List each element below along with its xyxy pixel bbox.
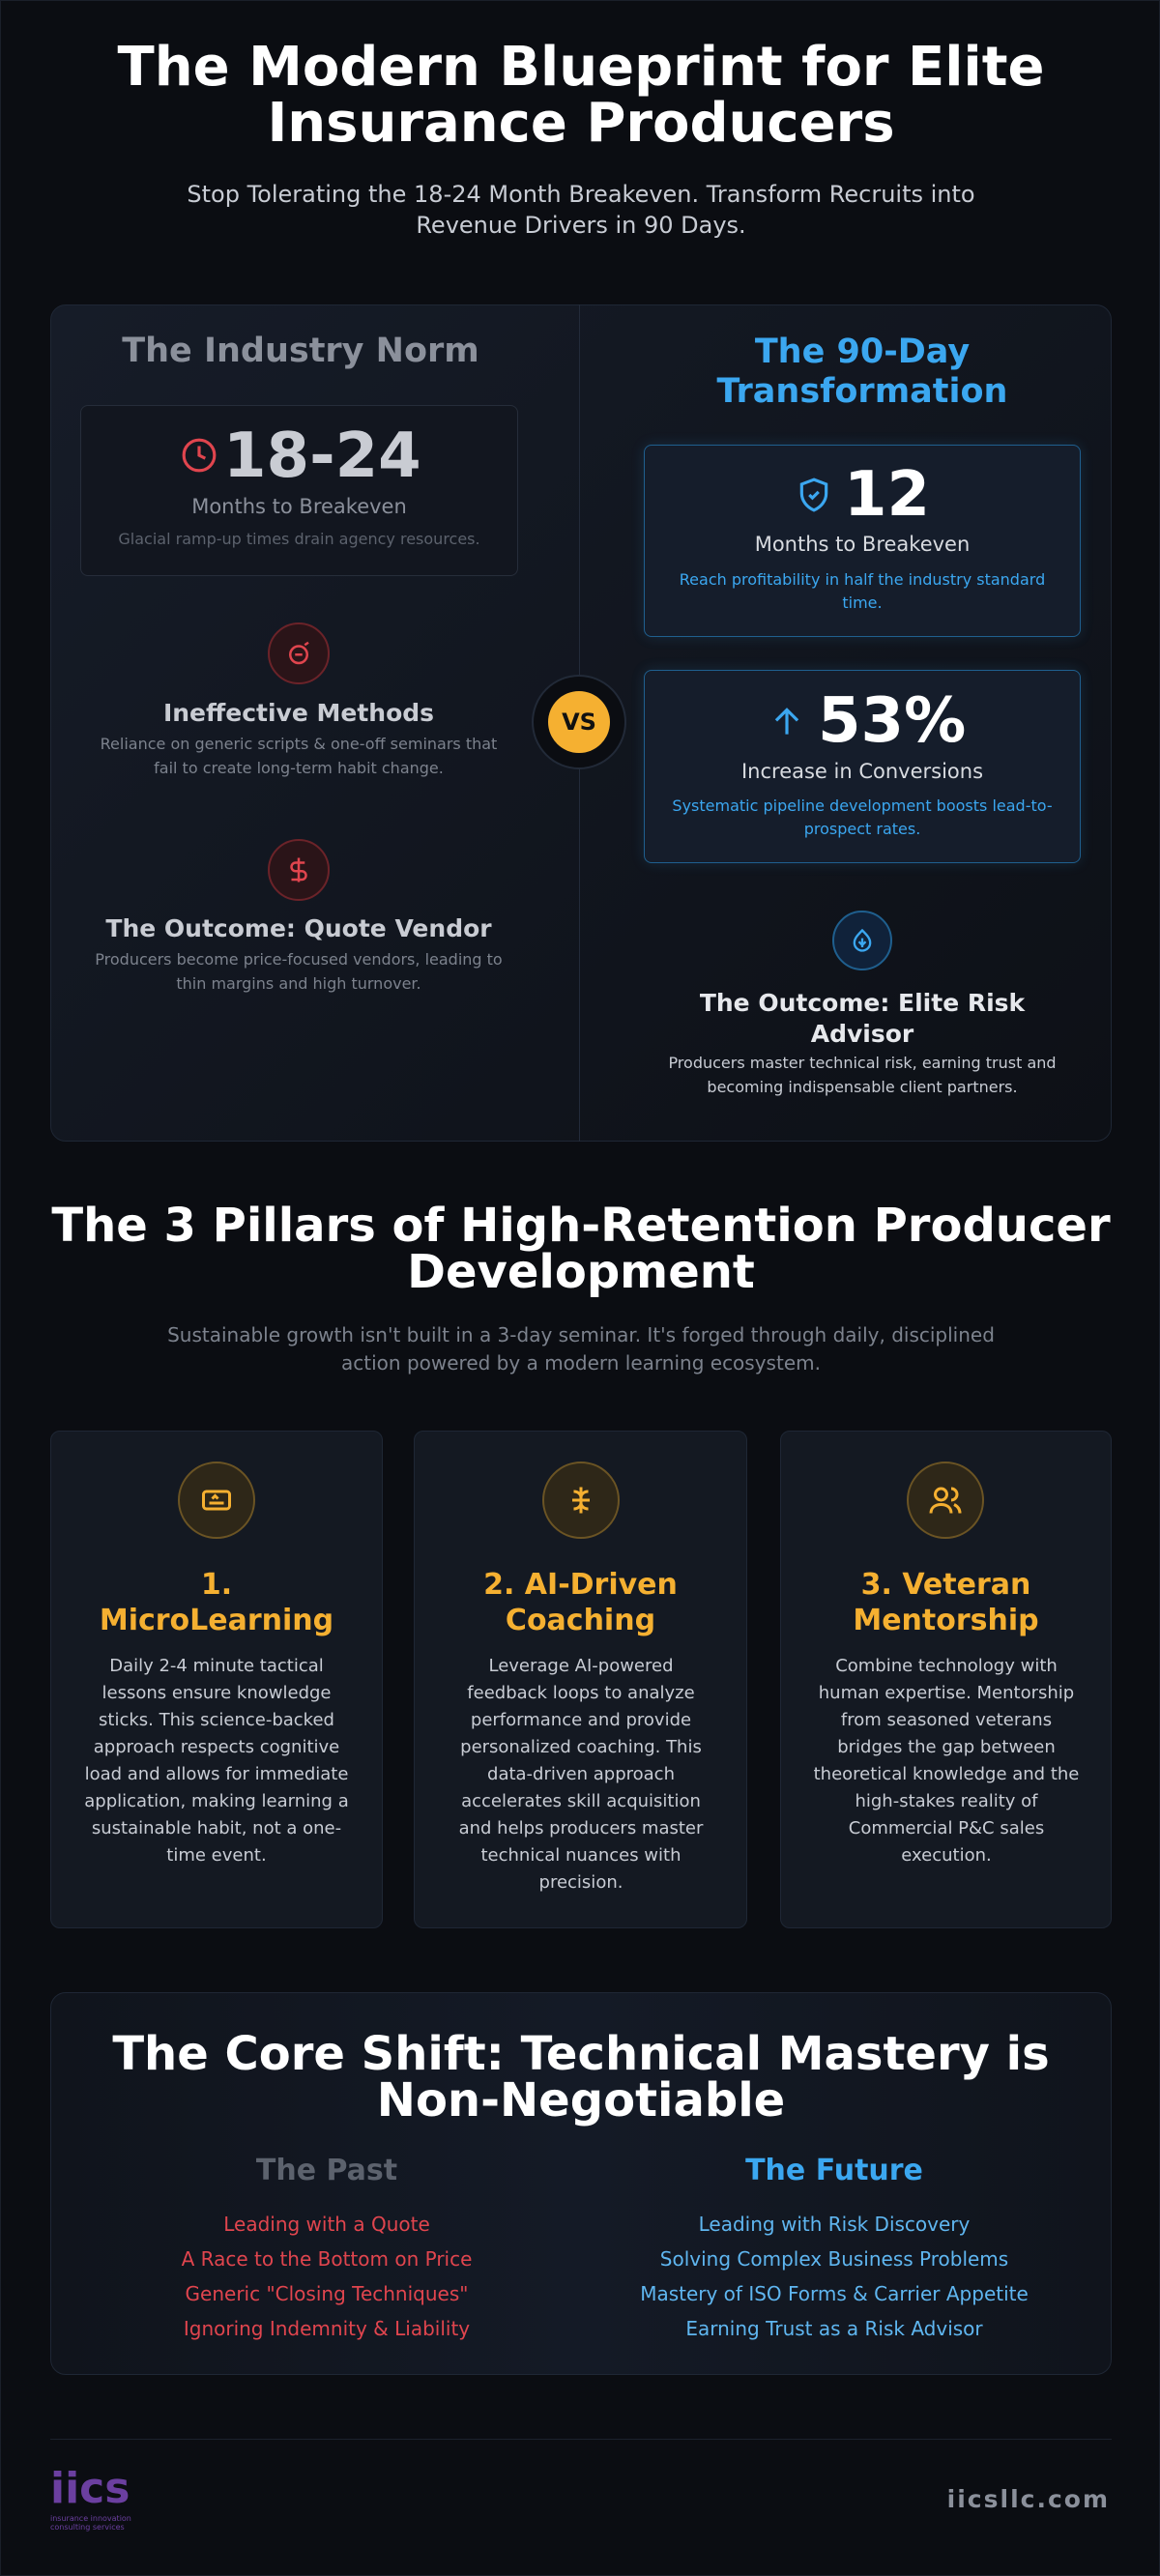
core-shift-title: The Core Shift: Technical Mastery is Non… — [112, 2027, 1050, 2127]
icon — [542, 1462, 620, 1539]
arrow-icon — [774, 708, 799, 735]
future-item: Solving Complex Business Problems — [659, 2247, 1009, 2271]
stat-label: Months to Breakeven — [191, 495, 407, 518]
future-heading: The Future — [745, 2154, 923, 2187]
clock-icon — [182, 438, 217, 473]
pillar-title: 3. Veteran Mentorship — [853, 1568, 1039, 1637]
subtitle: Stop Tolerating the 18-24 Month Breakeve… — [187, 181, 975, 239]
pillars-title: The 3 Pillars of High-Retention Producer… — [51, 1199, 1111, 1299]
outcome-title: The Outcome: Elite Risk Advisor — [699, 989, 1026, 1048]
future-item: Earning Trust as a Risk Advisor — [685, 2317, 983, 2340]
stat-desc: Systematic pipeline development boosts l… — [672, 796, 1053, 838]
core-shift-panel — [50, 1992, 1112, 2375]
past-item: Leading with a Quote — [223, 2213, 430, 2236]
past-list: Leading with a Quote A Race to the Botto… — [85, 2207, 568, 2346]
future-item: Leading with Risk Discovery — [698, 2213, 971, 2236]
pillar-body: Daily 2-4 minute tactical lessons ensure… — [84, 1656, 349, 1866]
left-heading: The Industry Norm — [122, 332, 479, 370]
stat-label: Months to Breakeven — [754, 533, 971, 556]
icon — [907, 1462, 984, 1539]
vs-badge: VS — [532, 675, 626, 769]
logo: iics — [50, 2464, 130, 2513]
icon — [832, 911, 892, 970]
future-list: Leading with Risk Discovery Solving Comp… — [593, 2207, 1076, 2346]
item-desc: Producers become price-focused vendors, … — [95, 950, 503, 993]
stat-value: 12 — [844, 459, 931, 531]
outcome-desc: Producers master technical risk, earning… — [668, 1054, 1057, 1096]
past-heading: The Past — [255, 2154, 398, 2187]
stat-value: 18-24 — [223, 420, 421, 492]
past-item: Generic "Closing Techniques" — [185, 2282, 469, 2305]
stat-label: Increase in Conversions — [740, 760, 984, 783]
icon — [178, 1462, 255, 1539]
pillar-body: Combine technology with human expertise.… — [813, 1656, 1080, 1866]
pillar-title: 2. AI-Driven Coaching — [483, 1568, 678, 1637]
shield-icon — [799, 478, 828, 512]
stat-box — [644, 445, 1081, 637]
past-item: A Race to the Bottom on Price — [181, 2247, 473, 2271]
item-desc: Reliance on generic scripts & one-off se… — [100, 735, 498, 777]
footer-url[interactable]: iicsllc.com — [946, 2485, 1110, 2513]
stat-desc: Glacial ramp-up times drain agency resou… — [118, 530, 480, 548]
item-title: Ineffective Methods — [162, 699, 435, 727]
icon — [268, 839, 330, 901]
past-item: Ignoring Indemnity & Liability — [183, 2317, 471, 2340]
stat-box — [80, 405, 518, 576]
item-title: The Outcome: Quote Vendor — [105, 914, 492, 942]
vs-label: VS — [548, 691, 610, 753]
pillar-title: 1. MicroLearning — [99, 1568, 334, 1637]
logo-sub: insurance innovation consulting services — [50, 2514, 131, 2532]
footer-divider — [50, 2439, 1112, 2440]
future-item: Mastery of ISO Forms & Carrier Appetite — [640, 2282, 1029, 2305]
pillar-body: Leverage AI-powered feedback loops to an… — [458, 1656, 704, 1893]
stat-value: 53% — [818, 685, 967, 757]
title: The Modern Blueprint for Elite Insurance… — [117, 36, 1045, 155]
right-heading: The 90-Day Transformation — [716, 333, 1008, 411]
icon — [268, 622, 330, 684]
stat-desc: Reach profitability in half the industry… — [679, 570, 1046, 612]
pillars-subtitle: Sustainable growth isn't built in a 3-da… — [167, 1323, 995, 1375]
stat-box — [644, 670, 1081, 863]
